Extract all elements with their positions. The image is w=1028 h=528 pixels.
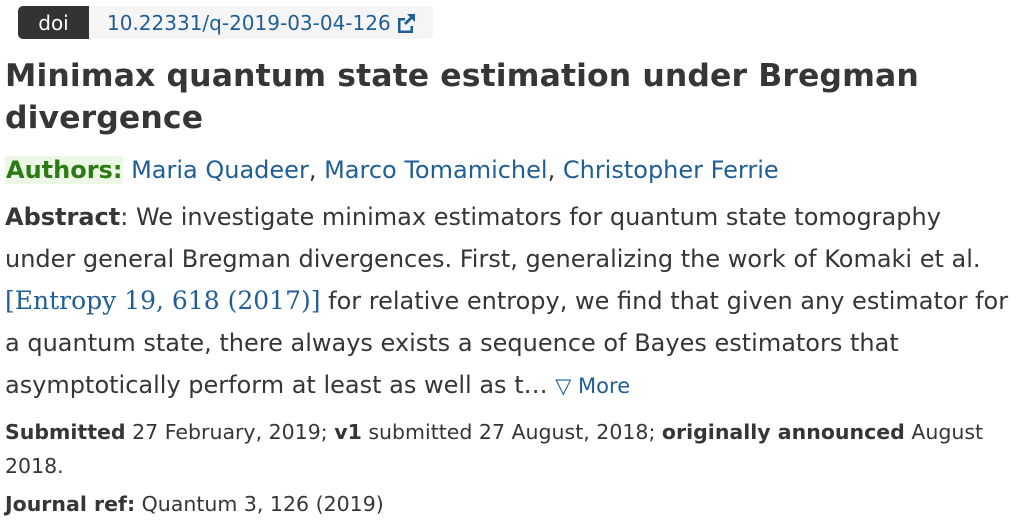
- author-link-1[interactable]: Maria Quadeer: [131, 156, 309, 184]
- doi-value-box: 10.22331/q-2019-03-04-126: [89, 6, 433, 39]
- journal-ref-label: Journal ref:: [5, 492, 136, 516]
- abstract-colon: :: [120, 203, 136, 231]
- journal-ref-value: Quantum 3, 126 (2019): [135, 492, 384, 516]
- v1-date: submitted 27 August, 2018;: [361, 420, 662, 444]
- authors-line: Authors: Maria Quadeer, Marco Tomamichel…: [5, 153, 1020, 187]
- submitted-label: Submitted: [5, 420, 126, 444]
- doi-link-text: 10.22331/q-2019-03-04-126: [107, 10, 391, 35]
- doi-link[interactable]: 10.22331/q-2019-03-04-126: [107, 11, 417, 35]
- author-link-2[interactable]: Marco Tomamichel: [324, 156, 548, 184]
- submitted-date: 27 February, 2019;: [125, 420, 335, 444]
- submission-info: Submitted 27 February, 2019; v1 submitte…: [5, 415, 1020, 483]
- doi-tag: doi 10.22331/q-2019-03-04-126: [18, 6, 1020, 39]
- abstract-more-link[interactable]: ▽ More: [555, 374, 631, 398]
- paper-title: Minimax quantum state estimation under B…: [5, 58, 919, 136]
- authors-label: Authors:: [5, 156, 124, 184]
- abstract-label: Abstract: [5, 203, 121, 231]
- abstract-text-2: for relative entropy, we find that given…: [5, 287, 1009, 399]
- author-separator: ,: [547, 156, 563, 184]
- author-link-3[interactable]: Christopher Ferrie: [562, 156, 779, 184]
- v1-label: v1: [334, 420, 362, 444]
- search-result-entry: doi 10.22331/q-2019-03-04-126 Minimax qu…: [5, 6, 1020, 521]
- abstract: Abstract: We investigate minimax estimat…: [5, 196, 1017, 407]
- announced-label: originally announced: [661, 420, 905, 444]
- announced-date: August 2018.: [5, 420, 984, 478]
- external-link-icon: [395, 12, 417, 34]
- journal-ref: Journal ref: Quantum 3, 126 (2019): [5, 487, 1020, 521]
- author-separator: ,: [308, 156, 325, 184]
- doi-label: doi: [18, 6, 89, 39]
- abstract-text-1: We investigate minimax estimators for qu…: [5, 203, 981, 273]
- abstract-reference-link[interactable]: [Entropy 19, 618 (2017)]: [5, 286, 321, 315]
